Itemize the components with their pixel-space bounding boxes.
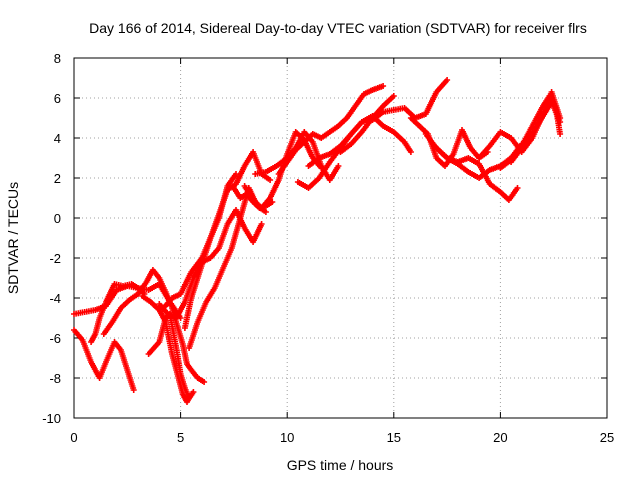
- data-series: [305, 113, 414, 169]
- data-point: [335, 163, 342, 169]
- data-marks: [71, 77, 564, 405]
- y-tick-label: 0: [54, 211, 61, 226]
- y-tick-label: -6: [49, 331, 61, 346]
- y-tick-label: 2: [54, 171, 61, 186]
- data-point: [514, 185, 521, 191]
- data-point: [258, 221, 265, 227]
- data-point: [267, 177, 274, 183]
- axis-ticks: [73, 57, 608, 419]
- data-series: [275, 83, 387, 177]
- data-point: [380, 83, 387, 89]
- plot-frame: [73, 57, 608, 419]
- y-tick-labels: -10 -8 -6 -4 -2 0 2 4 6 8: [42, 51, 61, 426]
- x-tick-label: 10: [280, 430, 294, 445]
- data-series: [433, 145, 521, 203]
- y-tick-label: 6: [54, 91, 61, 106]
- data-series: [337, 93, 397, 155]
- data-point: [444, 77, 451, 83]
- x-tick-label: 20: [493, 430, 507, 445]
- data-point: [130, 387, 137, 393]
- grid: [74, 58, 607, 418]
- data-point: [557, 119, 564, 125]
- y-tick-label: -2: [49, 251, 61, 266]
- data-point: [407, 149, 414, 155]
- data-point: [390, 93, 397, 99]
- data-series: [71, 327, 137, 393]
- chart-title: Day 166 of 2014, Sidereal Day-to-day VTE…: [89, 20, 587, 36]
- x-tick-label: 5: [177, 430, 184, 445]
- data-series: [508, 99, 564, 165]
- data-point: [233, 171, 239, 177]
- x-axis-label: GPS time / hours: [287, 457, 394, 473]
- x-tick-label: 25: [600, 430, 614, 445]
- y-tick-label: -8: [49, 371, 61, 386]
- data-series: [100, 267, 208, 385]
- y-axis-label: SDTVAR / TECUs: [5, 182, 21, 294]
- data-series: [181, 149, 274, 331]
- data-series: [139, 293, 195, 405]
- x-tick-labels: 0 5 10 15 20 25: [70, 430, 614, 445]
- x-tick-label: 0: [70, 430, 77, 445]
- y-tick-label: -10: [42, 411, 61, 426]
- data-point: [188, 391, 195, 397]
- y-tick-label: -4: [49, 291, 61, 306]
- data-point: [262, 209, 269, 215]
- data-point: [557, 131, 564, 137]
- data-point: [201, 379, 208, 385]
- y-tick-label: 8: [54, 51, 61, 66]
- x-tick-label: 15: [387, 430, 401, 445]
- y-tick-label: 4: [54, 131, 61, 146]
